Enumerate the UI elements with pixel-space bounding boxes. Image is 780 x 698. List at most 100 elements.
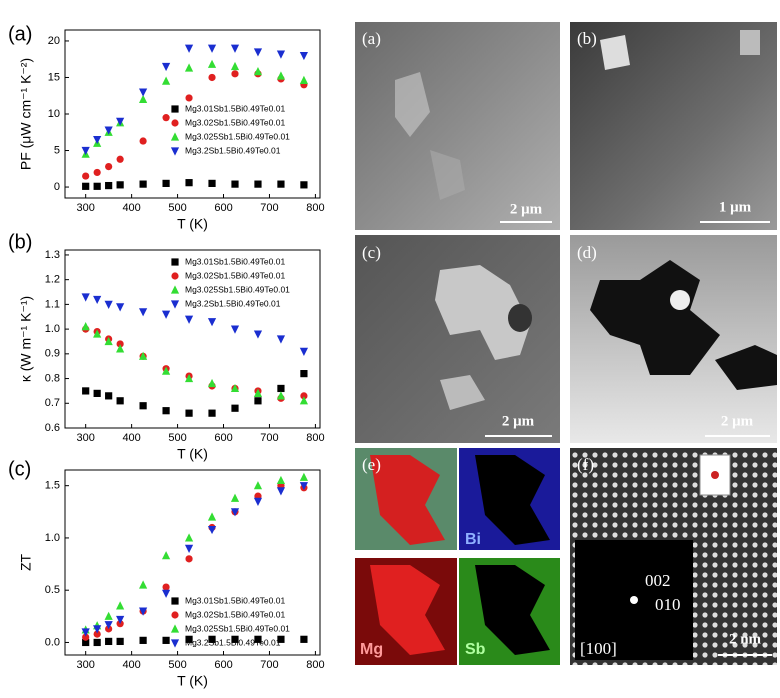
data-point	[161, 366, 171, 375]
data-point	[184, 63, 194, 72]
legend-label: Mg3.2Sb1.5Bi0.49Te0.01	[185, 145, 281, 155]
data-point	[104, 611, 113, 620]
data-point	[104, 621, 113, 630]
plot-frame	[64, 249, 321, 429]
x-axis-label: T (K)	[177, 673, 208, 689]
data-point	[105, 181, 113, 190]
data-point	[162, 114, 170, 122]
data-point	[139, 580, 148, 589]
legend-label: Mg3.025Sb1.5Bi0.49Te0.01	[185, 623, 290, 633]
image-label: (b)	[577, 29, 597, 48]
data-point	[161, 76, 171, 85]
x-tick-label: 700	[260, 202, 278, 214]
data-point	[116, 181, 124, 189]
data-point	[81, 322, 90, 331]
data-point	[139, 351, 148, 360]
data-point	[139, 94, 148, 103]
data-point	[82, 182, 90, 190]
data-point	[300, 370, 308, 378]
legend-marker	[171, 258, 179, 266]
x-tick-label: 800	[306, 202, 324, 214]
x-tick-label: 600	[214, 432, 232, 444]
x-tick-label: 500	[168, 659, 186, 671]
data-point	[253, 388, 263, 397]
data-point	[116, 344, 125, 353]
legend-marker	[170, 300, 180, 309]
eds-panel-e: (e) Bi Mg Sb	[355, 448, 560, 665]
scale-bar-label: 2 μm	[502, 413, 535, 429]
data-point	[300, 635, 308, 643]
y-tick-label: 0.5	[45, 584, 60, 596]
x-tick-label: 600	[214, 659, 232, 671]
data-point	[104, 336, 113, 346]
legend-label: Mg3.02Sb1.5Bi0.49Te0.01	[185, 117, 285, 127]
y-tick-label: 10	[48, 108, 60, 120]
data-point	[162, 583, 170, 591]
data-point	[184, 315, 194, 324]
data-point	[139, 88, 148, 97]
y-tick-label: 1.1	[45, 298, 60, 310]
data-point	[116, 155, 124, 163]
data-point	[254, 180, 262, 188]
legend-label: Mg3.01Sb1.5Bi0.49Te0.01	[185, 595, 285, 605]
y-tick-label: 0.8	[45, 372, 60, 384]
x-tick-label: 300	[76, 432, 94, 444]
data-point	[276, 475, 286, 485]
legend-label: Mg3.01Sb1.5Bi0.49Te0.01	[185, 256, 285, 266]
panel-label: (b)	[8, 231, 32, 253]
legend-marker	[171, 105, 179, 113]
data-point	[82, 172, 90, 180]
data-point	[254, 397, 262, 405]
data-point	[299, 75, 309, 84]
data-point	[105, 392, 113, 400]
y-tick-label: 0.0	[45, 636, 60, 648]
image-label: (d)	[577, 243, 597, 262]
scale-bar-label: 2 μm	[510, 201, 543, 217]
data-point	[116, 601, 125, 610]
legend-label: Mg3.025Sb1.5Bi0.49Te0.01	[185, 284, 290, 294]
data-point	[81, 146, 90, 156]
y-tick-label: 15	[48, 71, 60, 83]
data-point	[230, 508, 240, 517]
legend-label: Mg3.01Sb1.5Bi0.49Te0.01	[185, 103, 285, 113]
data-point	[139, 636, 147, 644]
y-tick-label: 5	[54, 144, 60, 156]
x-tick-label: 300	[76, 659, 94, 671]
x-tick-label: 700	[260, 432, 278, 444]
diffraction-label: 002	[645, 571, 671, 590]
data-point	[276, 391, 286, 400]
data-point	[208, 73, 216, 82]
data-point	[254, 635, 262, 643]
data-point	[276, 487, 286, 496]
data-point	[253, 497, 263, 506]
data-point	[231, 635, 239, 643]
y-axis-label: κ (W m⁻¹ K⁻¹)	[18, 296, 34, 382]
legend-marker	[170, 639, 180, 648]
data-point	[139, 308, 148, 317]
data-point	[81, 293, 90, 302]
data-point	[161, 589, 171, 598]
element-label: Sb	[465, 641, 486, 658]
data-point	[93, 389, 101, 397]
y-tick-label: 1.3	[45, 249, 60, 261]
data-point	[277, 635, 285, 643]
data-point	[184, 544, 194, 553]
data-point	[161, 551, 171, 560]
data-point	[162, 179, 170, 187]
legend-label: Mg3.2Sb1.5Bi0.49Te0.01	[185, 298, 281, 308]
scale-bar-label: 2 nm	[729, 631, 762, 647]
y-tick-label: 1.2	[45, 274, 60, 286]
x-tick-label: 600	[214, 202, 232, 214]
data-point	[185, 179, 193, 187]
data-point	[116, 615, 125, 625]
y-axis-label: ZT	[18, 554, 34, 572]
y-tick-label: 0.9	[45, 348, 60, 360]
panel-label: (a)	[8, 23, 32, 45]
legend-label: Mg3.02Sb1.5Bi0.49Te0.01	[185, 609, 285, 619]
data-point	[93, 295, 102, 305]
image-label: (a)	[362, 29, 381, 48]
y-tick-label: 1.0	[45, 323, 60, 335]
scale-bar-label: 2 μm	[721, 413, 754, 429]
data-point	[207, 525, 217, 535]
